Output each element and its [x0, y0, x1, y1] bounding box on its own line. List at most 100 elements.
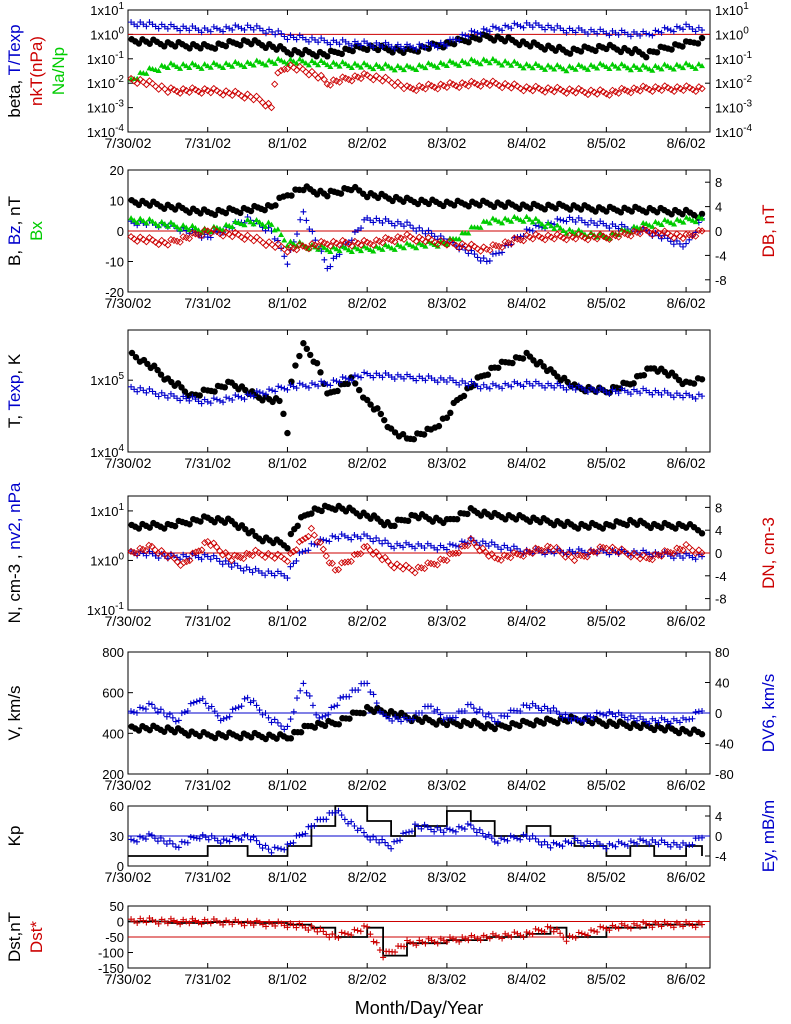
data-point — [148, 701, 155, 708]
data-point — [572, 66, 579, 72]
data-point — [698, 549, 706, 557]
data-point — [149, 388, 156, 395]
data-point — [485, 543, 492, 550]
y-tick-label: 800 — [102, 645, 124, 660]
data-point — [226, 838, 233, 845]
data-point — [211, 734, 219, 742]
data-point — [259, 239, 267, 247]
data-point — [342, 38, 349, 45]
data-point — [146, 385, 153, 392]
data-point — [367, 401, 374, 408]
data-point — [431, 63, 438, 69]
data-point — [185, 88, 193, 96]
data-point — [544, 84, 552, 92]
data-point — [148, 79, 157, 88]
data-point — [148, 832, 155, 839]
data-point — [507, 84, 515, 92]
data-point — [152, 918, 159, 925]
data-point — [404, 371, 411, 378]
data-point — [486, 81, 494, 89]
data-point — [248, 734, 255, 741]
data-point — [581, 234, 589, 242]
x-tick-label: 8/4/02 — [507, 777, 546, 793]
data-point — [465, 937, 472, 944]
data-point — [305, 384, 312, 391]
x-tick-label: 8/3/02 — [427, 971, 466, 987]
data-point — [667, 27, 674, 34]
data-point — [476, 202, 483, 209]
data-point — [618, 385, 625, 392]
y-tick-label: -10 — [105, 255, 124, 270]
data-point — [338, 50, 346, 58]
data-point — [398, 718, 405, 725]
data-point — [399, 565, 407, 573]
data-point — [360, 69, 368, 78]
data-point — [139, 235, 147, 244]
data-point — [140, 387, 147, 394]
data-point — [575, 230, 583, 239]
data-point — [590, 233, 598, 241]
data-point — [594, 30, 601, 37]
x-tick-label: 8/2/02 — [348, 135, 387, 151]
data-point — [326, 934, 333, 941]
data-point — [544, 231, 552, 239]
y-tick-label: 60 — [110, 799, 124, 814]
data-point — [462, 935, 469, 942]
data-point — [173, 87, 181, 96]
data-point — [667, 64, 674, 70]
data-point — [470, 705, 477, 712]
data-point — [195, 398, 202, 405]
data-point — [486, 28, 493, 35]
x-tick-label: 7/31/02 — [184, 455, 231, 471]
data-point — [413, 46, 420, 53]
data-point — [274, 845, 281, 852]
data-point — [655, 841, 662, 848]
data-point — [238, 703, 245, 710]
data-point — [404, 62, 411, 68]
data-point — [237, 233, 246, 241]
data-point — [410, 65, 417, 71]
data-point — [474, 59, 481, 65]
data-point — [283, 65, 292, 73]
data-point — [526, 216, 533, 222]
data-point — [457, 722, 464, 730]
data-point — [689, 715, 696, 722]
data-point — [486, 246, 494, 254]
data-point — [171, 522, 179, 530]
data-point — [612, 843, 619, 850]
data-point — [577, 48, 585, 55]
data-point — [624, 843, 631, 850]
data-point — [609, 711, 616, 718]
data-point — [192, 225, 199, 231]
data-point — [680, 26, 687, 33]
data-point — [293, 832, 300, 839]
data-point — [330, 59, 337, 65]
data-point — [640, 385, 647, 392]
data-point — [196, 392, 203, 399]
data-point — [498, 84, 506, 92]
data-point — [676, 545, 684, 553]
data-point — [274, 568, 281, 575]
data-point — [562, 711, 569, 718]
data-point — [170, 236, 178, 245]
data-point — [280, 555, 288, 563]
data-point — [636, 230, 644, 238]
right-y-tick-label: 0 — [715, 224, 722, 239]
right-y-tick-label: 4 — [715, 200, 722, 215]
data-point — [216, 89, 224, 97]
data-point — [464, 244, 473, 252]
data-point — [178, 710, 185, 717]
data-point — [281, 59, 288, 65]
data-point — [692, 218, 699, 225]
data-point — [373, 215, 380, 222]
data-point — [553, 230, 561, 239]
data-point — [559, 87, 568, 95]
data-point — [612, 29, 619, 36]
data-point — [458, 824, 465, 831]
data-point — [614, 233, 623, 241]
data-point — [237, 565, 244, 572]
data-point — [373, 243, 380, 249]
data-point — [351, 823, 358, 829]
data-point — [267, 552, 276, 560]
data-point — [609, 922, 616, 929]
